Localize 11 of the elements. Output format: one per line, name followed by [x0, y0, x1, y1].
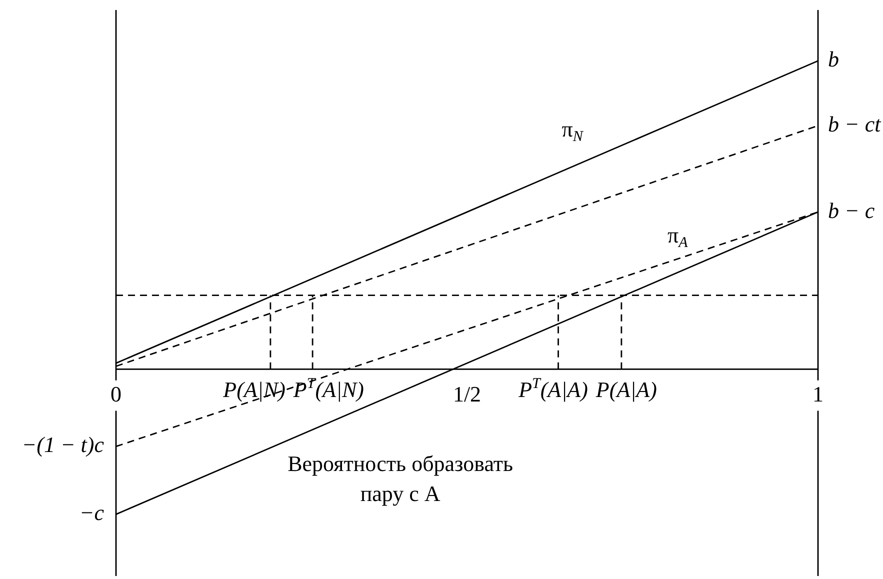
annotation: −c — [79, 500, 104, 526]
annotation: P(A|A) — [594, 377, 657, 402]
x-tick-label: 0 — [110, 381, 122, 406]
x-axis-title: Вероятность образовать пару с A — [288, 451, 514, 506]
annotation: b — [828, 46, 839, 72]
annotation: b − c — [828, 198, 875, 223]
x-tick-label: 1 — [812, 381, 824, 406]
x-tick-label: 1/2 — [452, 381, 482, 406]
annotation: b − ct — [828, 111, 882, 136]
annotation: P(A|N) — [222, 377, 286, 402]
annotation: −(1 − t)c — [22, 432, 104, 458]
